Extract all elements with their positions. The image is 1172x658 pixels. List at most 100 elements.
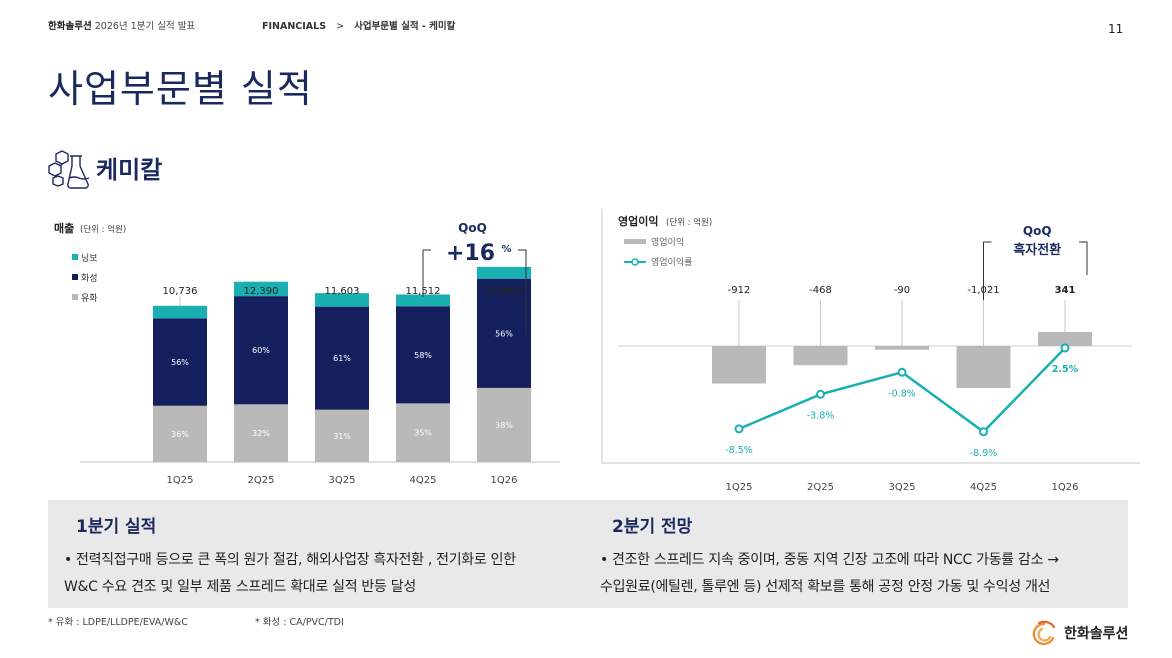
q2-outlook-title: 2분기 전망 xyxy=(612,517,693,537)
legend-label-bar: 영업이익 xyxy=(651,236,684,248)
op-bar-label: -90 xyxy=(894,285,910,296)
bar-label-yuhwa: 35% xyxy=(414,429,432,438)
margin-label: -8.9% xyxy=(970,448,998,459)
bar-label-yuhwa: 36% xyxy=(171,430,189,439)
bar-label-yuhwa: 31% xyxy=(333,432,351,441)
legend-label: 화성 xyxy=(81,273,98,284)
bar-segment-hwaseong xyxy=(396,306,450,404)
bar-segment-yuhwa xyxy=(477,387,531,462)
bar-label-hwaseong: 56% xyxy=(171,358,189,367)
x-tick-label: 1Q25 xyxy=(726,482,753,493)
bar-label-hwaseong: 56% xyxy=(495,329,513,338)
qoq-bracket-left xyxy=(422,249,431,297)
op-bar xyxy=(793,346,848,366)
margin-point xyxy=(1060,343,1070,353)
legend-label: 닝보 xyxy=(81,253,98,264)
op-bar xyxy=(956,346,1011,388)
bar-segment-ningbo xyxy=(315,293,369,307)
bar-segment-ningbo xyxy=(396,294,450,307)
bar-segment-yuhwa xyxy=(234,404,288,462)
q2-outlook-line1: 견조한 스프레드 지속 중이며, 중동 지역 긴장 고조에 따라 NCC 가동률… xyxy=(612,552,1059,568)
bar-segment-hwaseong xyxy=(315,306,369,410)
bar-segment-yuhwa xyxy=(396,403,450,462)
op-bar xyxy=(712,346,766,384)
revenue-chart-title: 매출 xyxy=(54,221,74,235)
bar-total-label: 10,736 xyxy=(163,286,198,297)
margin-point xyxy=(979,427,988,437)
q2-outlook-text: • 견조한 스프레드 지속 중이며, 중동 지역 긴장 고조에 따라 NCC 가동… xyxy=(584,547,1124,601)
bar-total-label: 12,390 xyxy=(244,286,279,297)
bar-total-label: 11,603 xyxy=(325,286,360,297)
qoq-label: QoQ xyxy=(458,221,487,235)
op-bar-label: 341 xyxy=(1055,285,1076,296)
qoq-bracket-right xyxy=(518,249,527,335)
margin-label: -0.8% xyxy=(888,388,916,399)
bar-segment-ningbo xyxy=(153,305,207,319)
bar-segment-hwaseong xyxy=(153,318,207,406)
bar-segment-ningbo xyxy=(234,281,288,297)
breadcrumb-section: FINANCIALS xyxy=(262,21,327,32)
legend-swatch xyxy=(72,294,78,300)
bar-segment-yuhwa xyxy=(153,405,207,462)
margin-label: 2.5% xyxy=(1052,364,1079,375)
footnote-chemical: * 화성 : CA/PVC/TDI xyxy=(255,617,344,628)
q1-results-line1: 전력직접구매 등으로 큰 폭의 원가 절감, 해외사업장 흑자전환 , 전기화로… xyxy=(76,552,516,568)
op-chart-unit: (단위 : 억원) xyxy=(666,217,712,228)
q1-results-line2: W&C 수요 견조 및 일부 제품 스프레드 확대로 실적 반등 달성 xyxy=(64,579,416,595)
x-tick-label: 2Q25 xyxy=(248,475,275,486)
company-logo: 한화솔루션 xyxy=(1030,620,1128,646)
qoq-value: +16 xyxy=(446,241,495,266)
header-company: 한화솔루션 xyxy=(48,21,92,32)
op-bar-label: -468 xyxy=(809,285,832,296)
op-chart-title: 영업이익 xyxy=(618,214,658,228)
x-tick-label: 1Q26 xyxy=(491,475,518,486)
outlook-panel: 1분기 실적 • 전력직접구매 등으로 큰 폭의 원가 절감, 해외사업장 흑자전… xyxy=(48,500,1128,608)
margin-point xyxy=(816,389,825,399)
bar-label-yuhwa: 38% xyxy=(495,421,513,430)
x-tick-label: 2Q25 xyxy=(807,482,834,493)
legend-marker-line xyxy=(631,258,639,266)
margin-point xyxy=(734,424,744,434)
legend-label-line: 영업이익률 xyxy=(651,256,692,268)
header-doc-title: 한화솔루션 2026년 1분기 실적 발표 xyxy=(48,18,195,32)
breadcrumb-separator: > xyxy=(336,21,345,32)
x-tick-label: 1Q26 xyxy=(1052,482,1079,493)
hanwha-logo-icon xyxy=(1032,620,1056,646)
flask-icon xyxy=(48,150,90,189)
legend-swatch xyxy=(72,274,78,280)
bar-segment-yuhwa xyxy=(315,409,369,462)
breadcrumb: FINANCIALS > 사업부문별 실적 - 케미칼 xyxy=(262,18,455,32)
bar-label-hwaseong: 58% xyxy=(414,351,432,360)
q2-outlook-line2: 수입원료(에틸렌, 톨루엔 등) 선제적 확보를 통해 공정 안정 가동 및 수… xyxy=(600,579,1051,595)
x-tick-label: 4Q25 xyxy=(410,475,437,486)
q1-results-text: • 전력직접구매 등으로 큰 폭의 원가 절감, 해외사업장 흑자전환 , 전기화… xyxy=(48,547,588,601)
revenue-chart-unit: (단위 : 억원) xyxy=(80,224,126,235)
bar-label-yuhwa: 32% xyxy=(252,429,270,438)
qoq-value: 흑자전환 xyxy=(1013,242,1061,258)
qoq-value-suffix: % xyxy=(502,244,512,255)
legend-swatch-bar xyxy=(624,239,646,244)
bar-segment-ningbo xyxy=(477,267,531,279)
bar-segment-hwaseong xyxy=(234,296,288,405)
q1-results-title: 1분기 실적 xyxy=(76,517,157,537)
page-number: 11 xyxy=(1108,22,1124,36)
margin-point xyxy=(897,367,907,377)
bar-label-hwaseong: 60% xyxy=(252,346,270,355)
x-tick-label: 4Q25 xyxy=(970,482,997,493)
legend-label: 유화 xyxy=(81,293,98,304)
x-tick-label: 1Q25 xyxy=(167,475,194,486)
margin-label: -3.8% xyxy=(807,410,835,421)
bar-total-label: 13,401 xyxy=(485,286,524,297)
legend-swatch xyxy=(72,254,78,260)
op-bar xyxy=(875,346,929,350)
margin-label: -8.5% xyxy=(725,445,753,456)
qoq-bracket-right xyxy=(1079,241,1088,275)
header-doc-subtitle: 2026년 1분기 실적 발표 xyxy=(94,21,196,32)
page-title: 사업부문별 실적 xyxy=(48,67,313,111)
x-tick-label: 3Q25 xyxy=(889,482,916,493)
bar-segment-hwaseong xyxy=(477,278,531,388)
q2-outlook-block: 2분기 전망 • 견조한 스프레드 지속 중이며, 중동 지역 긴장 고조에 따라… xyxy=(584,512,1124,601)
qoq-bracket-left xyxy=(983,241,992,300)
